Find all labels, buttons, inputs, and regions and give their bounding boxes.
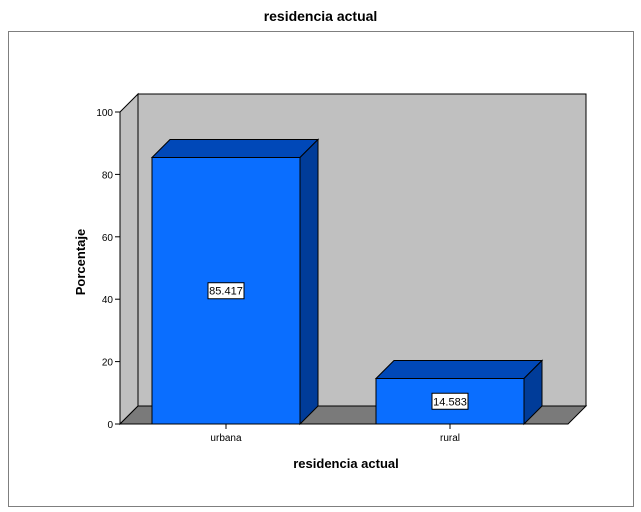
bar: 85.417 [150, 138, 320, 426]
bar-side [299, 138, 319, 426]
data-label-box [207, 282, 245, 300]
x-axis-ticks: urbana rural [210, 424, 460, 444]
bar: 14.583 [374, 359, 544, 426]
chart-title: residencia actual [263, 8, 378, 24]
x-axis-title: residencia actual [293, 456, 399, 471]
bar-top [150, 138, 320, 158]
data-label: 14.583 [433, 396, 467, 408]
bar-top [374, 360, 544, 380]
y-axis: 0 20 40 60 80 100 [96, 108, 121, 431]
y-tick-label: 20 [102, 358, 114, 369]
data-label-box [431, 392, 469, 410]
data-label: 85.417 [209, 286, 243, 298]
x-tick-label: rural [440, 433, 460, 444]
left-wall [119, 92, 139, 426]
bar-side [523, 359, 543, 426]
y-tick-label: 80 [102, 170, 114, 181]
y-tick-label: 0 [107, 420, 113, 431]
y-tick-label: 40 [102, 295, 114, 306]
x-tick-label: urbana [210, 433, 242, 444]
y-tick-label: 60 [102, 233, 114, 244]
y-tick-label: 100 [96, 108, 113, 119]
y-axis-title: Porcentaje [73, 229, 88, 295]
bars: 85.417 14.583 [150, 138, 544, 426]
